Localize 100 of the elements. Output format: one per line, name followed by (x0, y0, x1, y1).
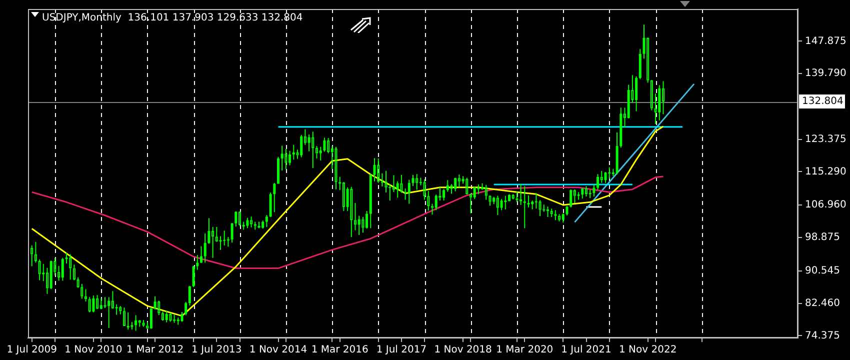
candlestick (416, 174, 418, 190)
candlestick (72, 264, 76, 281)
candlestick (169, 312, 172, 322)
candlestick (454, 177, 457, 192)
candlestick (434, 194, 438, 211)
x-tick-label: 1 Jul 2009 (6, 344, 57, 356)
candlestick (250, 216, 253, 228)
candlestick (230, 222, 234, 244)
candlestick (88, 296, 91, 313)
candlestick (323, 137, 326, 152)
candlestick (562, 212, 564, 224)
candlestick (573, 188, 576, 204)
candlestick (188, 285, 191, 306)
candlestick (300, 134, 303, 158)
candlestick (423, 178, 426, 200)
candlestick (412, 174, 414, 187)
candlestick (516, 191, 518, 203)
candlestick (581, 188, 584, 200)
candlestick (111, 290, 114, 308)
y-tick-label: 115.290 (805, 166, 846, 178)
candlestick (384, 170, 388, 194)
candlestick (388, 184, 392, 202)
candlestick (269, 192, 272, 218)
candlestick (554, 210, 557, 221)
candlestick (238, 212, 241, 226)
candlestick (334, 146, 338, 190)
candlestick (115, 304, 118, 316)
candlestick (192, 265, 195, 288)
y-tick-label: 90.545 (805, 265, 840, 276)
candlestick (646, 38, 650, 84)
candlestick (219, 236, 222, 250)
candlestick (358, 215, 360, 236)
candlestick (600, 170, 603, 184)
candlestick (400, 174, 403, 194)
candlestick (408, 179, 410, 204)
candlestick (566, 206, 568, 216)
candlestick (538, 200, 542, 217)
candlestick (550, 208, 553, 218)
candlestick (150, 308, 152, 330)
candlestick (200, 246, 202, 264)
candlestick (69, 254, 72, 280)
x-tick-label: 1 Nov 2014 (249, 344, 308, 356)
candlestick (246, 217, 249, 229)
candlestick (500, 198, 503, 211)
candlestick (142, 319, 145, 328)
candlestick (362, 216, 364, 234)
candlestick (215, 226, 218, 242)
candlestick (354, 202, 356, 231)
candlestick (80, 283, 84, 300)
candlestick (527, 194, 530, 208)
candlestick (134, 314, 138, 332)
ref-line-label: 132.804 (802, 96, 844, 108)
x-tick-label: 1 Jul 2021 (561, 344, 612, 356)
candlestick (223, 230, 226, 246)
candlestick (496, 195, 499, 216)
candlestick (427, 190, 430, 212)
x-tick-label: 1 Nov 2010 (64, 344, 122, 356)
x-tick-label: 1 Nov 2018 (434, 344, 492, 356)
candlestick (226, 236, 230, 248)
candlestick (292, 144, 295, 160)
candlestick (570, 188, 572, 208)
candlestick (327, 138, 330, 154)
candlestick (104, 296, 106, 308)
candlestick (308, 134, 310, 152)
candlestick (366, 210, 368, 230)
candlestick (592, 184, 596, 198)
candlestick (288, 150, 292, 166)
candlestick (138, 320, 141, 328)
candlestick (484, 184, 488, 200)
candlestick (154, 296, 156, 310)
candlestick (100, 298, 102, 310)
x-tick-label: 1 Mar 2012 (126, 344, 184, 356)
candlestick (162, 311, 164, 322)
candlestick (312, 131, 314, 169)
candlestick (604, 172, 607, 184)
x-tick-label: 1 Jul 2013 (192, 344, 242, 356)
candlestick (126, 312, 130, 330)
y-tick-label: 139.790 (805, 68, 846, 80)
candlestick (273, 182, 276, 213)
candlestick (204, 232, 206, 264)
candlestick (458, 174, 460, 188)
candlestick (158, 300, 160, 316)
candlestick (316, 146, 318, 159)
candlestick (76, 276, 80, 288)
candlestick (208, 218, 210, 244)
candlestick (350, 186, 353, 238)
candlestick (520, 184, 522, 206)
candlestick (392, 174, 395, 193)
candlestick (504, 195, 507, 210)
candlestick (373, 158, 376, 182)
candlestick (608, 166, 611, 180)
candlestick (280, 145, 284, 171)
candlestick (212, 226, 214, 258)
candlestick (377, 158, 380, 184)
candlestick (123, 307, 126, 326)
chart-title: USDJPY,Monthly 136.101 137.903 129.633 132.804 (42, 12, 303, 24)
candlestick (96, 294, 99, 309)
candlestick (284, 148, 288, 170)
candlestick (534, 192, 538, 210)
candlestick (34, 241, 37, 264)
